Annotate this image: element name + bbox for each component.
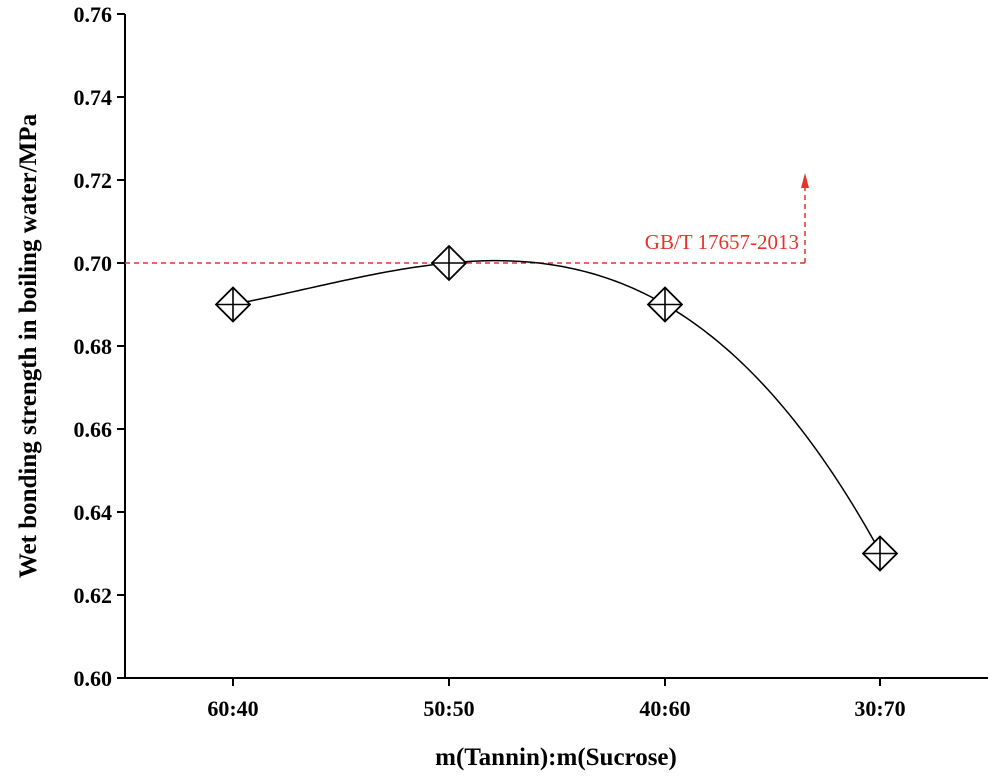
y-tick-label: 0.60 [74,666,113,691]
data-point [646,286,684,323]
y-axis-title: Wet bonding strength in boiling water/MP… [15,113,42,578]
data-point [214,286,252,323]
fit-curve [232,259,882,554]
axes [124,14,988,679]
reference-arrow-head [801,173,809,188]
y-tick-label: 0.70 [74,251,113,276]
y-tick-label: 0.74 [74,85,113,110]
y-tick-label: 0.66 [74,417,113,442]
x-tick-label: 30:70 [854,696,905,721]
reference-line-group: GB/T 17657-2013 [125,173,809,264]
x-ticks: 60:40 50:50 40:60 30:70 [207,678,906,721]
data-points [214,244,899,572]
y-tick-label: 0.62 [74,583,113,608]
x-axis-title: m(Tannin):m(Sucrose) [435,744,677,771]
y-tick-label: 0.68 [74,334,113,359]
data-point [861,535,899,572]
y-tick-label: 0.72 [74,168,113,193]
reference-label: GB/T 17657-2013 [645,230,799,254]
y-tick-label: 0.76 [74,2,113,27]
x-tick-label: 60:40 [207,696,258,721]
x-tick-label: 50:50 [423,696,474,721]
y-ticks: 0.60 0.62 0.64 0.66 0.68 0.70 0.72 0.74 0.76 [74,2,125,691]
data-point [430,244,468,282]
x-tick-label: 40:60 [639,696,690,721]
y-tick-label: 0.64 [74,500,113,525]
